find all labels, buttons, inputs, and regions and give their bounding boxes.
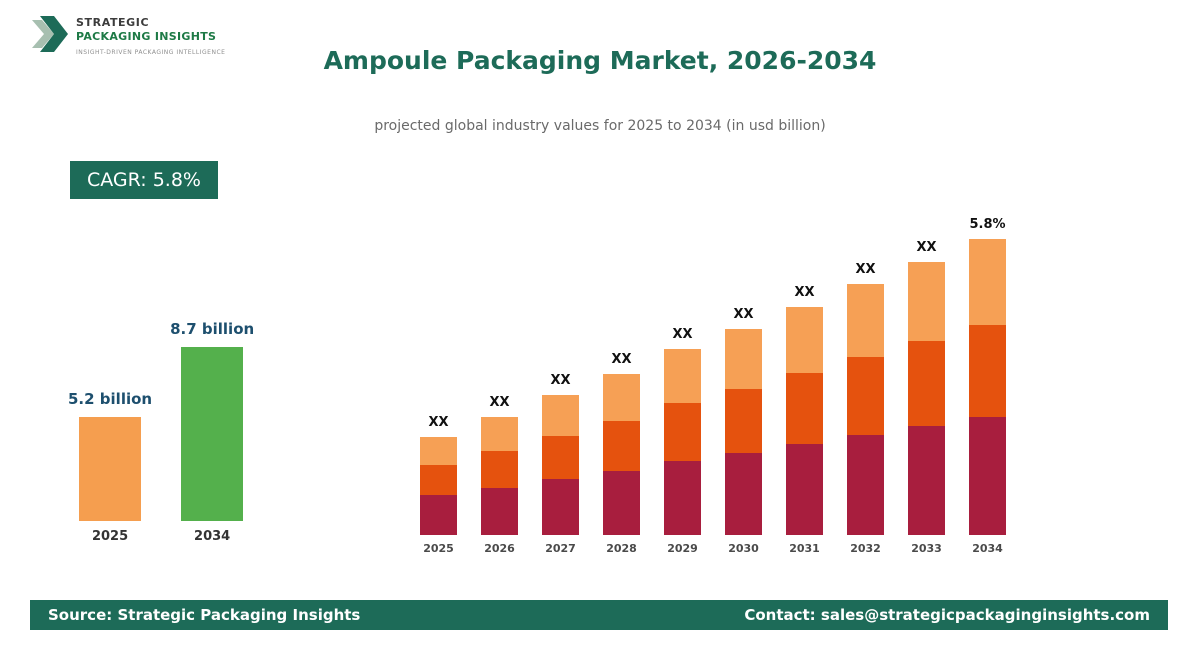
comparison-value-label: 8.7 billion	[170, 320, 255, 338]
bar-segment-bottom	[603, 471, 640, 535]
stacked-bar-group-2025: XX 2025	[420, 415, 457, 555]
bar-segment-top	[420, 437, 457, 465]
comparison-bar-2025	[79, 417, 142, 521]
logo: STRATEGIC PACKAGING INSIGHTS INSIGHT-DRI…	[32, 14, 225, 56]
stacked-bar-value-label: XX	[916, 240, 937, 255]
bar-segment-bottom	[725, 453, 762, 535]
stacked-bar-value-label: 5.8%	[969, 217, 1006, 232]
bar-segment-top	[786, 307, 823, 373]
stacked-bar-value-label: XX	[550, 373, 571, 388]
stacked-bar-value-label: XX	[611, 352, 632, 367]
bar-segment-middle	[542, 436, 579, 479]
cagr-badge: CAGR: 5.8%	[70, 161, 218, 199]
stacked-bar-value-label: XX	[794, 285, 815, 300]
stacked-bar-group-2028: XX 2028	[603, 352, 640, 555]
comparison-chart: 5.2 billion 2025 8.7 billion 2034	[68, 320, 254, 544]
logo-text: STRATEGIC PACKAGING INSIGHTS INSIGHT-DRI…	[76, 14, 225, 56]
stacked-bar-year-label: 2034	[972, 542, 1003, 555]
stacked-bar-group-2026: XX 2026	[481, 395, 518, 555]
bar-segment-top	[664, 349, 701, 403]
stacked-bar-2029	[664, 349, 701, 535]
bar-segment-middle	[420, 465, 457, 495]
logo-name-strategic: STRATEGIC	[76, 16, 150, 29]
logo-chevron-icon	[32, 16, 68, 52]
stacked-bar-2030	[725, 329, 762, 535]
bar-segment-middle	[847, 357, 884, 435]
page-title: Ampoule Packaging Market, 2026-2034	[323, 46, 877, 75]
bar-segment-bottom	[542, 479, 579, 535]
comparison-year-label: 2025	[91, 529, 129, 544]
stacked-bar-group-2029: XX 2029	[664, 327, 701, 555]
page-subtitle: projected global industry values for 202…	[374, 118, 826, 134]
stacked-bar-2028	[603, 374, 640, 535]
stacked-bar-year-label: 2030	[728, 542, 759, 555]
comparison-year-label: 2034	[194, 529, 231, 544]
bar-segment-top	[542, 395, 579, 436]
bar-segment-bottom	[786, 444, 823, 535]
bar-segment-top	[725, 329, 762, 389]
stacked-chart: XX 2025 XX 2026 XX 2027 XX 2028 XX 2029 XX 2030 XX 20…	[420, 200, 1006, 555]
bar-segment-middle	[603, 421, 640, 471]
comparison-value-label: 5.2 billion	[68, 390, 153, 408]
bar-segment-bottom	[969, 417, 1006, 535]
footer-contact: Contact: sales@strategicpackaginginsight…	[744, 606, 1150, 624]
stacked-bar-value-label: XX	[489, 395, 510, 410]
comparison-bar-group-2034: 8.7 billion 2034	[170, 320, 254, 544]
logo-name-packaging-insights: PACKAGING INSIGHTS	[76, 29, 217, 43]
comparison-bar-2034	[181, 347, 244, 521]
stacked-bar-group-2031: XX 2031	[786, 285, 823, 555]
footer-bar: Source: Strategic Packaging Insights Con…	[30, 600, 1168, 630]
bar-segment-bottom	[664, 461, 701, 535]
bar-segment-middle	[908, 341, 945, 426]
stacked-bar-2031	[786, 307, 823, 535]
bar-segment-top	[969, 239, 1006, 325]
logo-tagline: INSIGHT-DRIVEN PACKAGING INTELLIGENCE	[76, 48, 226, 56]
bar-segment-bottom	[481, 488, 518, 535]
stacked-bar-value-label: XX	[428, 415, 449, 430]
stacked-bar-group-2027: XX 2027	[542, 373, 579, 555]
stacked-bar-group-2034: 5.8% 2034	[969, 217, 1006, 555]
stacked-bar-year-label: 2032	[850, 542, 881, 555]
stacked-bar-2025	[420, 437, 457, 535]
stacked-bar-2032	[847, 284, 884, 535]
stacked-bar-2033	[908, 262, 945, 535]
stacked-bar-group-2030: XX 2030	[725, 307, 762, 555]
stacked-bar-year-label: 2031	[789, 542, 820, 555]
bar-segment-top	[908, 262, 945, 341]
stacked-bar-group-2033: XX 2033	[908, 240, 945, 555]
stacked-bar-2026	[481, 417, 518, 535]
bar-segment-middle	[481, 451, 518, 488]
bar-segment-top	[603, 374, 640, 421]
stacked-bar-year-label: 2029	[667, 542, 698, 555]
footer-source: Source: Strategic Packaging Insights	[48, 606, 361, 624]
bar-segment-middle	[969, 325, 1006, 417]
stacked-bar-year-label: 2027	[545, 542, 576, 555]
stacked-bar-2034	[969, 239, 1006, 535]
bar-segment-bottom	[847, 435, 884, 535]
comparison-bar-group-2025: 5.2 billion 2025	[68, 390, 152, 544]
stacked-bar-year-label: 2025	[423, 542, 454, 555]
bar-segment-top	[481, 417, 518, 451]
bar-segment-middle	[725, 389, 762, 453]
stacked-bar-group-2032: XX 2032	[847, 262, 884, 555]
stacked-bar-value-label: XX	[855, 262, 876, 277]
bar-segment-bottom	[420, 495, 457, 535]
stacked-bar-value-label: XX	[672, 327, 693, 342]
stacked-bar-value-label: XX	[733, 307, 754, 322]
bar-segment-middle	[664, 403, 701, 461]
bar-segment-bottom	[908, 426, 945, 535]
stacked-bar-2027	[542, 395, 579, 535]
bar-segment-middle	[786, 373, 823, 444]
stacked-bar-year-label: 2028	[606, 542, 637, 555]
bar-segment-top	[847, 284, 884, 357]
stacked-bar-year-label: 2033	[911, 542, 942, 555]
stacked-bar-year-label: 2026	[484, 542, 515, 555]
